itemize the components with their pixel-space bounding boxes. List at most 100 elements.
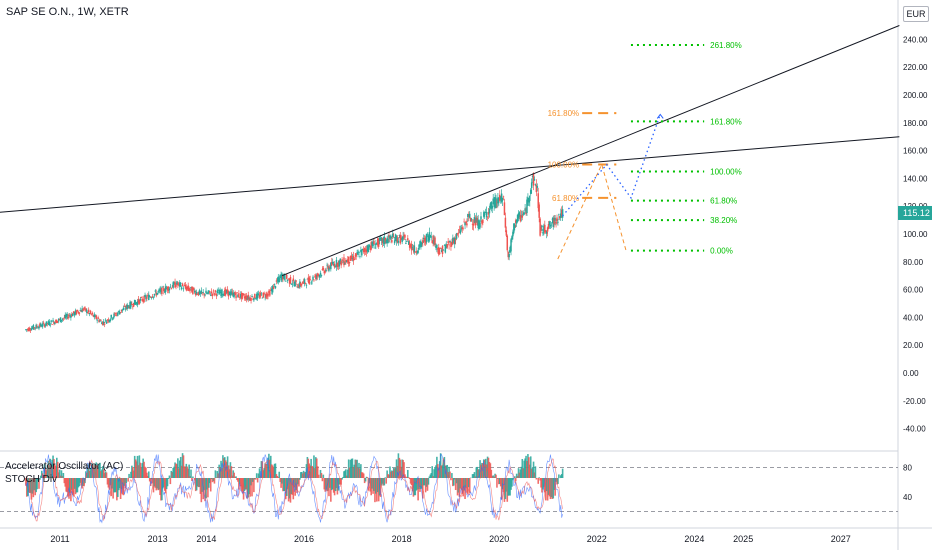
candle <box>95 315 97 320</box>
projection-paths[interactable] <box>558 114 663 259</box>
candle <box>400 232 402 245</box>
candle <box>239 297 241 300</box>
price-tick-label: -40.00 <box>903 425 926 434</box>
lower-trend <box>0 137 899 222</box>
candle <box>523 212 525 215</box>
ac-histogram-bar <box>322 478 324 481</box>
price-tick-label: 0.00 <box>903 369 919 378</box>
candle <box>562 206 564 221</box>
ac-histogram-bar <box>367 477 369 478</box>
candle <box>529 195 531 206</box>
osc-tick-label: 80 <box>903 464 912 473</box>
candle <box>323 266 325 271</box>
candles <box>25 172 563 333</box>
ac-histogram-bar <box>450 478 452 480</box>
candle <box>359 252 361 258</box>
ac-histogram-bar <box>385 478 387 484</box>
candle <box>504 199 506 216</box>
candle <box>375 240 377 249</box>
ac-histogram-bar <box>148 471 150 478</box>
candle <box>486 207 488 221</box>
candle <box>201 287 203 294</box>
candle <box>311 280 313 285</box>
candle <box>310 281 312 285</box>
ac-histogram-bar <box>127 478 129 482</box>
candle <box>482 219 484 225</box>
candle <box>267 293 269 300</box>
time-tick-label: 2013 <box>148 534 168 544</box>
ac-histogram-bar <box>538 477 540 478</box>
ac-histogram-bar <box>318 475 320 478</box>
trendlines[interactable] <box>0 26 899 276</box>
candle <box>349 262 351 267</box>
indicator-label-stoch[interactable]: STOCH Div <box>5 474 57 485</box>
fib-levels[interactable]: 261.80%161.80%100.00%61.80%38.20%0.00%16… <box>548 41 742 256</box>
candle <box>513 223 515 234</box>
currency-badge[interactable]: EUR <box>903 6 929 22</box>
candle <box>522 211 524 220</box>
candle <box>65 312 67 319</box>
ac-histogram-bar <box>321 473 323 478</box>
price-tick-label: 240.00 <box>903 35 928 44</box>
indicator-label-ac[interactable]: Accelerator Oscillator (AC) <box>5 461 123 472</box>
candle <box>79 312 81 316</box>
candle <box>221 289 223 298</box>
candle <box>214 293 216 297</box>
candle <box>209 291 211 295</box>
candle <box>263 292 265 298</box>
candle <box>469 211 471 219</box>
candle <box>444 244 446 246</box>
candle <box>234 291 236 296</box>
ac-histogram-bar <box>63 473 65 478</box>
candle <box>248 292 250 302</box>
candle <box>97 316 99 319</box>
last-price-label: 115.12 <box>903 208 930 218</box>
candle <box>487 216 489 221</box>
candle <box>98 318 100 322</box>
candle <box>273 284 275 289</box>
time-tick-label: 2011 <box>50 534 69 544</box>
price-tick-label: 220.00 <box>903 63 928 72</box>
candle <box>361 249 363 257</box>
candle <box>533 172 535 190</box>
candle <box>306 283 308 288</box>
candle <box>250 297 252 303</box>
candle <box>251 294 253 297</box>
candle <box>182 283 184 287</box>
candle <box>96 319 98 324</box>
fib-level-label: 261.80% <box>710 41 742 50</box>
candle <box>429 228 431 243</box>
candle <box>257 291 259 301</box>
time-tick-label: 2018 <box>392 534 412 544</box>
candle <box>238 290 240 298</box>
price-tick-label: 40.00 <box>903 313 924 322</box>
ac-histogram-bar <box>214 478 216 484</box>
ac-histogram-bar <box>192 477 194 478</box>
candle <box>161 287 163 296</box>
ac-histogram-bar <box>407 470 409 478</box>
ac-histogram-bar <box>562 469 564 478</box>
candle <box>357 250 359 258</box>
candle <box>454 237 456 249</box>
time-tick-label: 2016 <box>294 534 314 544</box>
ac-histogram-bar <box>257 478 259 482</box>
candle <box>33 324 35 330</box>
candle <box>203 293 205 298</box>
candle <box>80 308 82 312</box>
price-tick-label: -20.00 <box>903 397 926 406</box>
candle <box>205 287 207 293</box>
candle <box>304 278 306 287</box>
candle <box>301 284 303 288</box>
candle <box>58 318 60 323</box>
ac-histogram-bar <box>536 478 538 479</box>
candle <box>462 226 464 230</box>
candle <box>373 238 375 244</box>
candle <box>499 190 501 202</box>
candle <box>414 242 416 255</box>
candle <box>334 261 336 269</box>
candle <box>100 319 102 321</box>
ac-histogram-bar <box>558 474 560 478</box>
candle <box>467 214 469 222</box>
